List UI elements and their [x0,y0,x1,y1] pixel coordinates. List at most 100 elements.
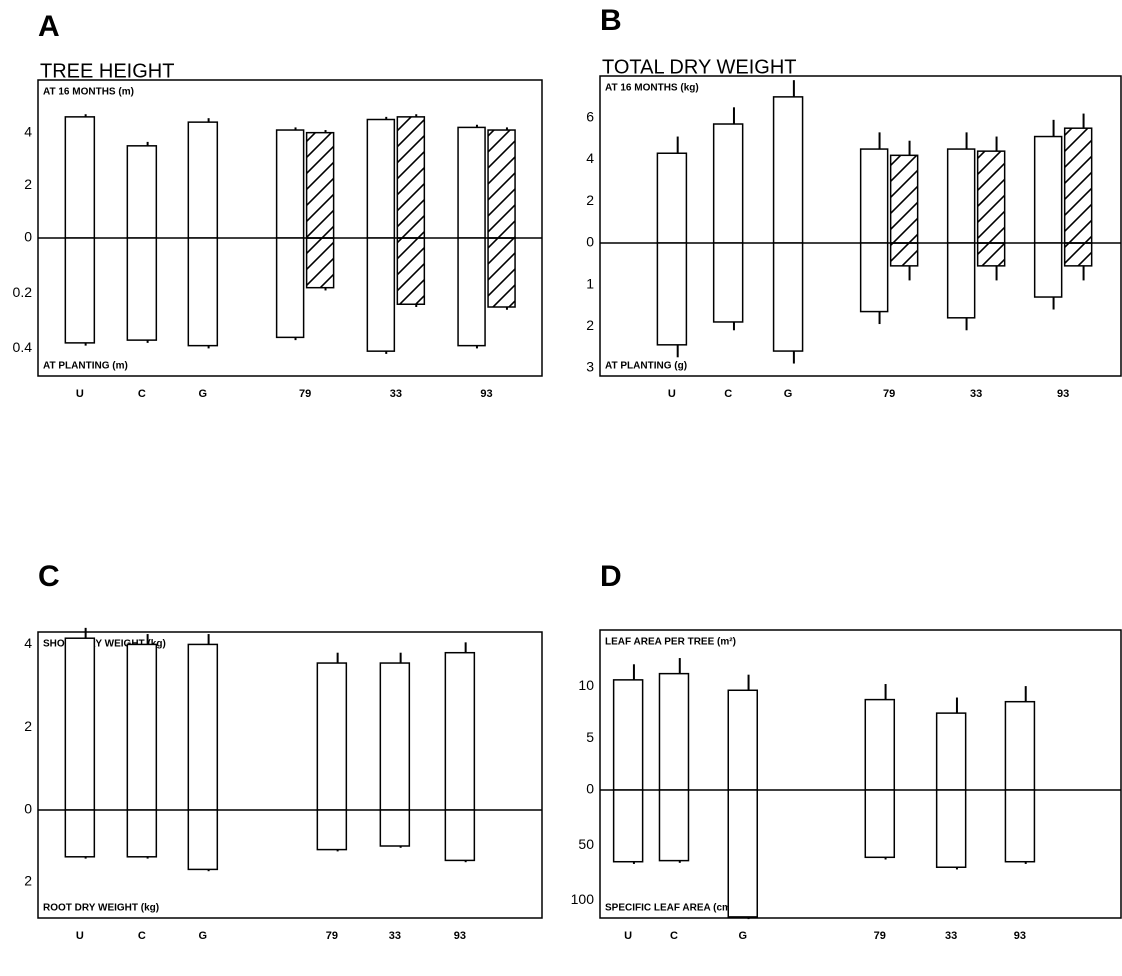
x-tick-label: C [670,930,678,942]
bar [187,643,219,811]
y-tick-label: 100 [571,891,595,907]
x-tick-label: U [76,388,84,400]
x-tick-label: 33 [390,388,402,400]
hatched-bar [1063,242,1093,267]
bar [864,789,896,859]
bar [126,809,158,858]
bar [366,237,396,352]
x-tick-label: 93 [1014,930,1026,942]
plot-frame [37,79,543,377]
bar [457,237,486,347]
y-tick-label: 1 [586,275,594,291]
hatched-bar [305,237,335,289]
y-tick-label: 4 [24,635,32,651]
bar [727,689,759,791]
x-tick-label: G [199,930,208,942]
panel-title: TOTAL DRY WEIGHT [602,56,796,78]
bar [457,126,486,239]
panel-letter: D [600,560,622,593]
hatched-bar [487,129,516,239]
bar [935,712,967,791]
bar [712,242,744,323]
panel-letter: A [38,10,60,43]
bar [187,121,219,239]
y-tick-label: 0.2 [13,284,33,300]
x-tick-label: U [624,930,632,942]
x-tick-label: C [724,388,732,400]
x-tick-label: 79 [326,930,338,942]
bottom-axis-label: ROOT DRY WEIGHT (kg) [43,903,159,914]
x-tick-label: U [76,930,84,942]
y-tick-label: 6 [586,108,594,124]
x-tick-label: U [668,388,676,400]
y-tick-label: 4 [24,123,32,139]
hatched-bar [305,131,335,239]
hatched-bar [396,116,426,239]
plot-frame [599,629,1122,919]
panel-title: TREE HEIGHT [40,60,174,82]
panel-letter: C [38,560,60,593]
y-tick-label: 10 [578,677,594,693]
bar [1004,789,1036,863]
x-tick-label: 33 [945,930,957,942]
x-tick-label: 93 [454,930,466,942]
bar [658,789,690,862]
x-tick-label: 93 [1057,388,1069,400]
bar [126,237,158,341]
x-tick-label: 79 [299,388,311,400]
x-tick-label: G [784,388,793,400]
bar [444,809,476,862]
bar [864,698,896,791]
y-tick-label: 2 [586,192,594,208]
bar [64,237,96,344]
bar [656,152,688,244]
y-tick-label: 0 [586,781,594,797]
y-tick-label: 0 [24,229,32,245]
bottom-axis-label: AT PLANTING (m) [43,361,128,372]
bar [859,148,889,244]
bottom-axis-label: SPECIFIC LEAF AREA (cm² g⁻¹) [605,903,755,914]
plot-frame [599,75,1122,377]
hatched-bar [976,242,1006,267]
bar [727,789,759,918]
bar [316,809,348,851]
y-tick-label: 4 [586,150,594,166]
x-tick-label: 79 [874,930,886,942]
y-tick-label: 2 [586,317,594,333]
bar [859,242,889,313]
bar [935,789,967,868]
y-tick-label: 3 [586,358,594,374]
bottom-axis-label: AT PLANTING (g) [605,361,687,372]
bar [658,672,690,791]
bar [946,148,976,244]
y-tick-label: 0.4 [13,339,33,355]
x-tick-label: C [138,930,146,942]
bar [772,242,804,352]
hatched-bar [487,237,516,308]
bar [187,809,219,871]
bar [275,129,305,239]
hatched-bar [396,237,426,305]
y-tick-label: 2 [24,718,32,734]
bar [946,242,976,319]
y-tick-label: 50 [578,836,594,852]
bar [275,237,305,339]
bar [612,679,644,791]
x-tick-label: G [199,388,208,400]
bar [126,145,158,239]
x-tick-label: 93 [480,388,492,400]
y-tick-label: 2 [24,873,32,889]
bar [64,116,96,239]
bar [712,123,744,244]
x-tick-label: C [138,388,146,400]
top-axis-label: AT 16 MONTHS (kg) [605,83,699,94]
bar [656,242,688,346]
bar [379,662,411,811]
bar [772,96,804,244]
hatched-bar [976,150,1006,244]
hatched-bar [1063,127,1093,244]
x-tick-label: 79 [883,388,895,400]
y-tick-label: 2 [24,176,32,192]
bar [126,643,158,811]
